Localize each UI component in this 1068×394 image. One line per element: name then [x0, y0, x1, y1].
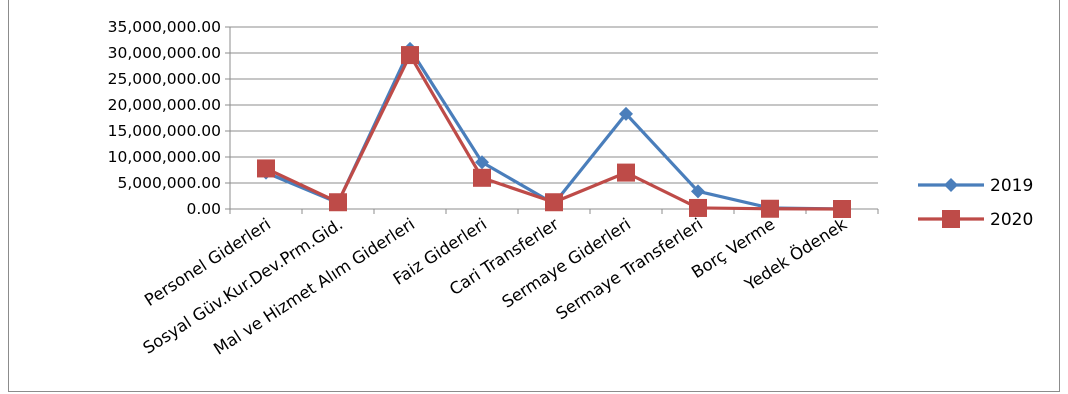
y-tick-label: 25,000,000.00 [108, 70, 221, 88]
y-tick-label: 0.00 [186, 200, 221, 218]
data-point-2020 [617, 163, 635, 182]
y-tick-label: 20,000,000.00 [108, 96, 221, 114]
legend-label: 2020 [990, 210, 1033, 230]
data-point-2020 [761, 199, 779, 218]
legend-label: 2019 [990, 176, 1033, 196]
data-point-2020 [473, 168, 491, 187]
data-point-2020 [401, 46, 419, 65]
data-point-2020 [329, 193, 347, 212]
data-point-2019 [619, 106, 633, 121]
x-category-label: Personel Giderleri [141, 214, 274, 310]
data-point-2019 [691, 184, 705, 199]
legend-marker-2019 [944, 178, 958, 192]
y-tick-label: 30,000,000.00 [108, 44, 221, 62]
x-category-label: Sermaye Giderleri [499, 214, 635, 311]
y-tick-label: 5,000,000.00 [117, 174, 221, 192]
data-point-2020 [689, 198, 707, 217]
y-tick-label: 10,000,000.00 [108, 148, 221, 166]
legend-marker-2020 [942, 210, 960, 228]
y-tick-label: 15,000,000.00 [108, 122, 221, 140]
data-point-2019 [475, 155, 489, 170]
data-point-2020 [545, 193, 563, 212]
data-point-2020 [257, 159, 275, 178]
series-line-2019 [265, 47, 843, 211]
y-tick-label: 35,000,000.00 [108, 18, 221, 36]
data-point-2020 [833, 200, 851, 218]
series-line-2020 [265, 53, 843, 211]
